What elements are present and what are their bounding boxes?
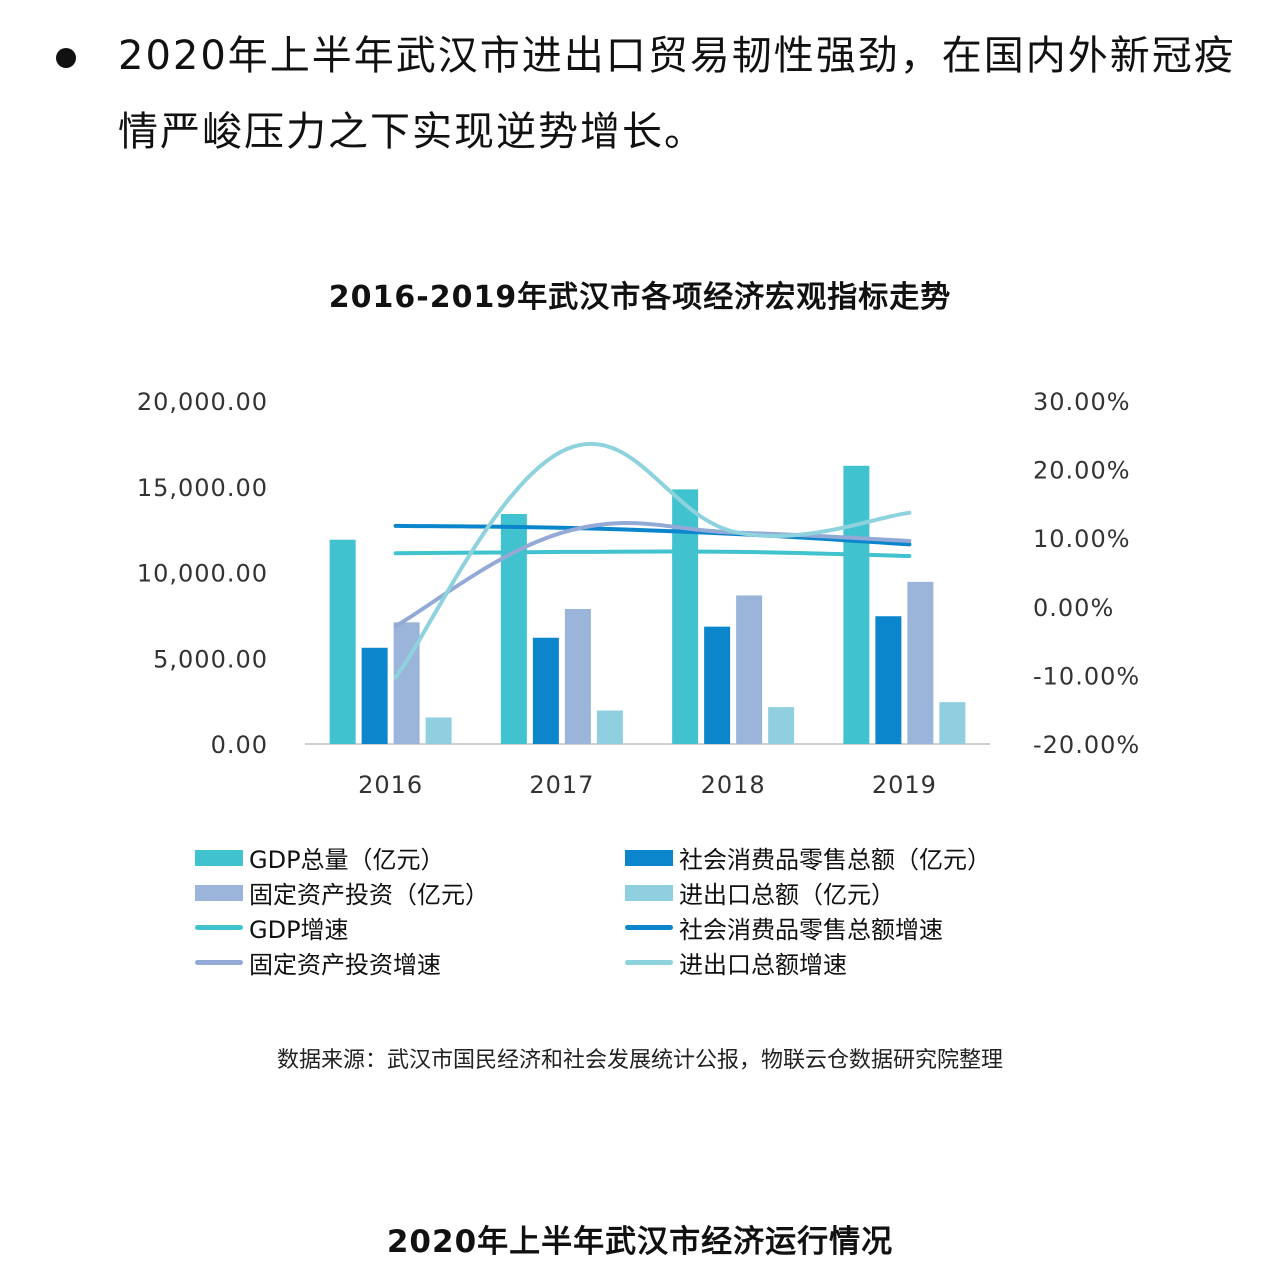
legend-swatch (195, 884, 243, 901)
bar-2-2016 (393, 622, 420, 744)
legend-swatch (195, 960, 243, 965)
x-tick-label: 2019 (872, 771, 937, 799)
legend-swatch (625, 849, 673, 866)
legend-item: GDP增速 (195, 910, 625, 945)
chart-legend: GDP总量（亿元） 社会消费品零售总额（亿元） 固定资产投资（亿元） 进出口总额（亿元… (195, 840, 1095, 980)
section-title: 2020年上半年武汉市经济运行情况 (386, 1224, 894, 1260)
legend-label: 社会消费品零售总额增速 (679, 916, 943, 944)
bar-3-2019 (939, 702, 966, 744)
legend-label: 进出口总额（亿元） (679, 881, 895, 909)
y-right-tick-label: 20.00% (1033, 457, 1131, 485)
y-right-tick-label: 10.00% (1033, 525, 1131, 553)
legend-swatch (195, 849, 243, 866)
bar-2-2017 (564, 608, 591, 744)
y-left-tick-label: 20,000.00 (137, 388, 268, 416)
legend-swatch (625, 884, 673, 901)
bar-1-2017 (532, 637, 559, 744)
bar-0-2016 (329, 539, 356, 744)
legend-swatch (195, 925, 243, 930)
bar-3-2018 (768, 707, 795, 744)
y-left-tick-label: 10,000.00 (137, 560, 268, 588)
line-series-1 (393, 523, 912, 547)
legend-item: 进出口总额增速 (625, 945, 1095, 980)
y-left-tick-label: 5,000.00 (153, 645, 268, 673)
combo-chart: 20,000.00 15,000.00 10,000.00 5,000.00 0.00 3… (137, 388, 1140, 799)
legend-item: 固定资产投资增速 (195, 945, 625, 980)
y-right-tick-label: -10.00% (1033, 662, 1140, 690)
y-right-tick-label: -20.00% (1033, 731, 1140, 759)
x-tick-label: 2017 (529, 771, 594, 799)
legend-label: 固定资产投资增速 (249, 951, 441, 979)
bar-0-2019 (843, 465, 870, 744)
y-left-tick-label: 0.00 (211, 731, 268, 759)
bullet-text: 2020年上半年武汉市进出口贸易韧性强劲，在国内外新冠疫情严峻压力之下实现逆势增… (118, 33, 1236, 155)
legend-label: GDP总量（亿元） (249, 846, 445, 874)
line-series-3 (393, 441, 912, 680)
data-source-note: 数据来源：武汉市国民经济和社会发展统计公报，物联云仓数据研究院整理 (276, 1048, 1003, 1073)
bar-1-2018 (704, 626, 731, 744)
chart-title: 2016-2019年武汉市各项经济宏观指标走势 (328, 280, 952, 315)
line-series-0 (393, 549, 912, 559)
legend-label: 社会消费品零售总额（亿元） (679, 846, 991, 874)
bar-1-2019 (875, 616, 902, 744)
legend-item: 固定资产投资（亿元） (195, 875, 625, 910)
legend-item: 进出口总额（亿元） (625, 875, 1095, 910)
bar-3-2016 (425, 717, 452, 744)
legend-swatch (625, 925, 673, 930)
y-right-tick-label: 30.00% (1033, 388, 1131, 416)
legend-label: GDP增速 (249, 916, 349, 944)
bullet-paragraph: 2020年上半年武汉市进出口贸易韧性强劲，在国内外新冠疫情严峻压力之下实现逆势增… (48, 18, 1258, 170)
x-tick-label: 2016 (358, 771, 423, 799)
legend-swatch (625, 960, 673, 965)
x-tick-label: 2018 (701, 771, 766, 799)
bar-2-2018 (736, 595, 763, 744)
bar-1-2016 (361, 647, 388, 744)
legend-item: GDP总量（亿元） (195, 840, 625, 875)
bullet-dot-icon (56, 48, 76, 68)
y-left-tick-label: 15,000.00 (137, 474, 268, 502)
y-right-tick-label: 0.00% (1033, 594, 1114, 622)
bar-2-2019 (907, 581, 934, 744)
legend-item: 社会消费品零售总额增速 (625, 910, 1095, 945)
line-series-2 (393, 521, 912, 629)
legend-label: 进出口总额增速 (679, 951, 847, 979)
legend-label: 固定资产投资（亿元） (249, 881, 489, 909)
bar-3-2017 (596, 710, 623, 744)
legend-item: 社会消费品零售总额（亿元） (625, 840, 1095, 875)
